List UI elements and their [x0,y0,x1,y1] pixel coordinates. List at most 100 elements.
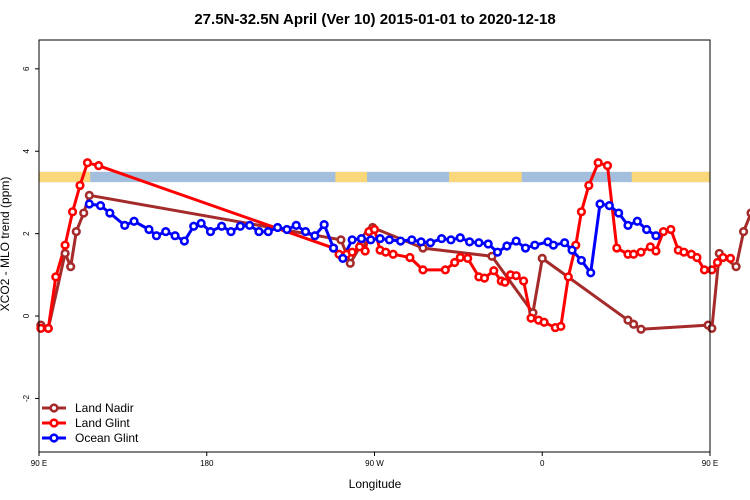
land-nadir-point [345,258,355,268]
ocean-glint-point [520,243,531,253]
land-glint-point [60,240,70,250]
x-tick-label: 90 E [702,459,718,468]
land-glint-point [388,249,398,259]
land-glint-point [418,265,428,275]
land-glint-line [40,161,731,330]
ocean-glint-point [632,216,642,226]
land-segment [631,171,710,183]
ocean-glint-point [254,226,264,237]
y-tick-label: 2 [22,231,31,236]
land-nadir-point [60,248,70,259]
land-glint-point [636,247,646,257]
ocean-glint-point [375,233,385,244]
ocean-glint-point [455,233,465,243]
land-nadir-point [79,208,89,218]
plot-frame [38,39,711,453]
land-nadir-point [71,226,81,237]
ocean-glint-point [651,231,661,241]
land-nadir-point [487,251,497,261]
land-segment [449,171,522,183]
land-glint-point [347,247,357,257]
ocean-glint-point [95,201,106,211]
ocean-glint-point [530,240,540,250]
ocean-glint-point [560,238,570,248]
ocean-glint-point [129,216,139,226]
legend-item-land-glint: Land Glint [42,416,130,430]
ocean-glint-point [642,224,652,235]
ocean-glint-point [492,247,503,257]
land-glint-point [369,224,380,235]
y-tick-label: -2 [22,394,31,402]
ocean-glint-point [586,268,596,278]
ocean-glint-point [464,237,475,247]
land-nadir-point [84,190,94,200]
land-nadir-point [731,262,741,272]
legend-item-ocean-glint: Ocean Glint [42,431,139,445]
ocean-glint-point [567,245,577,255]
land-nadir-point [738,226,749,237]
land-glint-point [360,246,370,256]
ocean-glint-point [144,224,154,235]
ocean-glint-point [425,238,436,248]
land-glint-point [500,277,510,287]
y-tick-label: 0 [22,313,31,318]
ocean-glint-point [235,221,245,231]
ocean-glint-point [205,226,216,237]
ocean-glint-point [483,239,493,249]
ocean-glint-point [511,236,521,246]
ocean-glint-point [291,220,301,230]
land-nadir-point [537,253,547,263]
ocean-glint-point [338,253,348,263]
ocean-glint-point [548,240,559,250]
land-glint-point [82,158,93,168]
legend-marker-ocean-glint [49,433,59,443]
land-nadir-point [66,262,76,272]
ocean-glint-point [310,231,320,241]
land-glint-point [593,158,603,168]
ocean-glint-point [272,222,283,233]
land-glint-point [489,266,499,276]
land-glint-point [725,253,736,263]
land-glint-point [658,226,669,237]
x-axis-label: Longitude [349,477,402,491]
chart-title: 27.5N-32.5N April (Ver 10) 2015-01-01 to… [194,11,555,28]
ocean-glint-point [356,233,367,244]
series-lines [40,161,750,331]
y-tick-label: 6 [22,66,31,71]
land-glint-point [651,246,661,256]
y-axis: -2 0 2 4 6 [22,66,39,402]
land-glint-point [43,323,53,334]
land-glint-point [511,271,521,281]
land-glint-point [712,257,723,268]
ocean-glint-point [170,231,180,241]
land-glint-point [526,313,536,323]
land-glint-point [51,272,61,282]
ocean-glint-point [474,238,484,248]
land-nadir-point [628,319,639,329]
ocean-glint-point [84,199,94,209]
ocean-glint-point [502,241,512,251]
land-nadir-point [636,324,646,334]
legend-marker-land-nadir [49,403,59,413]
ocean-glint-point [595,199,605,209]
ocean-glint-point [395,236,406,246]
land-glint-point [381,247,391,257]
ocean-glint-point [604,201,614,211]
x-tick-label: 90 W [365,459,384,468]
ocean-glint-point [226,226,236,237]
land-glint-point [450,257,460,268]
ocean-glint-point [300,226,311,237]
land-glint-point [556,321,566,331]
land-glint-point [718,252,728,263]
ocean-glint-point [196,218,206,228]
legend-label-land-glint: Land Glint [75,416,130,430]
land-glint-point [405,252,415,263]
land-glint-point [440,265,450,275]
land-nadir-point [746,208,750,218]
land-glint-point [576,207,586,217]
land-glint-point [612,243,622,253]
ocean-glint-point [623,220,633,230]
y-axis-label: XCO2 - MLO trend (ppm) [0,177,12,312]
ocean-glint-point [282,224,292,235]
